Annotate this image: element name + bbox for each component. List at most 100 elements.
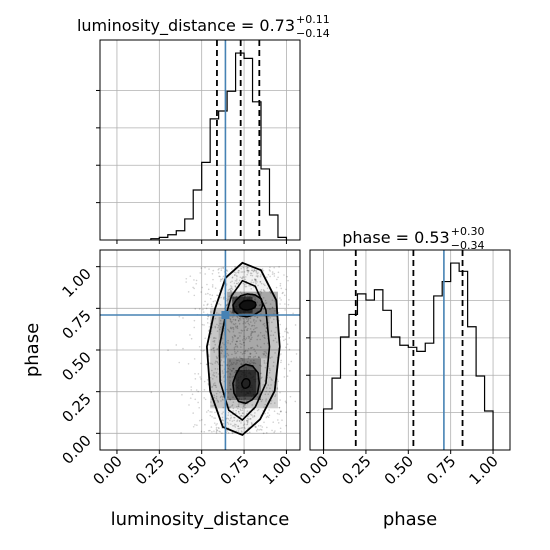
sample-point [276,412,279,415]
sample-point [245,318,248,320]
sample-point [240,427,242,429]
sample-point [213,384,215,387]
scatter-ytick-label: 0.00 [58,431,94,467]
sample-point [266,342,269,345]
sample-point [234,319,237,321]
sample-point [232,367,235,370]
sample-point [248,418,250,420]
sample-point [261,335,264,337]
sample-point [250,338,253,340]
sample-point [245,372,248,374]
sample-point [214,384,216,387]
sample-point [229,388,232,390]
sample-point [215,360,217,363]
sample-point [198,419,201,422]
sample-point [255,320,257,322]
sample-point [294,324,297,326]
sample-point [239,375,242,378]
sample-point [253,394,255,396]
sample-point [253,269,256,272]
sample-point [246,423,248,426]
sample-point [221,416,224,419]
sample-point [233,350,236,353]
sample-point [221,350,224,352]
sample-point [220,328,223,330]
sample-point [222,399,224,401]
lumdist-frame [99,39,301,241]
sample-point [252,328,255,331]
sample-point [221,278,223,281]
sample-point [271,271,274,273]
sample-point [227,339,229,342]
sample-point [271,429,273,432]
sample-point [286,375,289,377]
sample-point [246,412,248,415]
sample-point [257,424,260,427]
sample-point [235,352,238,354]
sample-point [240,292,243,295]
sample-point [237,411,240,413]
sample-point [208,362,211,364]
sample-point [249,418,252,420]
sample-point [248,392,250,395]
scatter-xtick-label: 0.25 [132,452,168,488]
sample-point [247,347,250,350]
sample-point [202,350,204,352]
sample-point [251,346,254,349]
sample-point [226,303,229,306]
sample-point [215,397,218,400]
sample-point [205,411,208,413]
sample-point [259,424,262,427]
sample-point [279,282,282,285]
sample-point [234,265,236,268]
sample-point [268,414,271,417]
sample-point [211,415,213,418]
sample-point [232,323,235,325]
sample-point [225,283,228,285]
sample-point [247,266,249,269]
sample-point [216,348,219,350]
sample-point [195,389,198,391]
sample-point [241,426,244,429]
sample-point [207,429,210,432]
sample-point [205,363,208,366]
sample-point [203,349,205,352]
sample-point [212,278,214,281]
sample-point [227,367,230,370]
sample-point [245,368,248,371]
sample-point [240,346,242,348]
sample-point [231,340,234,343]
sample-point [238,419,241,422]
sample-point [234,352,237,355]
sample-point [249,317,252,319]
sample-point [233,424,235,427]
sample-point [239,360,241,362]
sample-point [226,364,229,366]
sample-point [265,416,268,419]
sample-point [252,356,255,358]
sample-point [232,424,234,427]
sample-point [180,432,182,434]
sample-point [231,404,234,406]
sample-point [260,429,263,431]
sample-point [275,341,278,343]
sample-point [241,371,244,373]
sample-point [277,276,279,279]
sample-point [229,373,232,376]
phase-xtick-label: 0.00 [296,452,332,488]
sample-point [237,425,240,428]
sample-point [227,376,229,378]
sample-point [254,269,257,272]
sample-point [283,376,286,378]
sample-point [230,370,233,372]
sample-point [250,395,253,398]
sample-point [235,282,238,285]
sample-point [230,312,233,314]
sample-point [240,332,242,334]
sample-point [250,325,253,327]
sample-point [278,413,281,415]
sample-point [263,353,265,356]
sample-point [250,413,252,416]
sample-point [235,369,237,372]
sample-point [260,365,262,367]
